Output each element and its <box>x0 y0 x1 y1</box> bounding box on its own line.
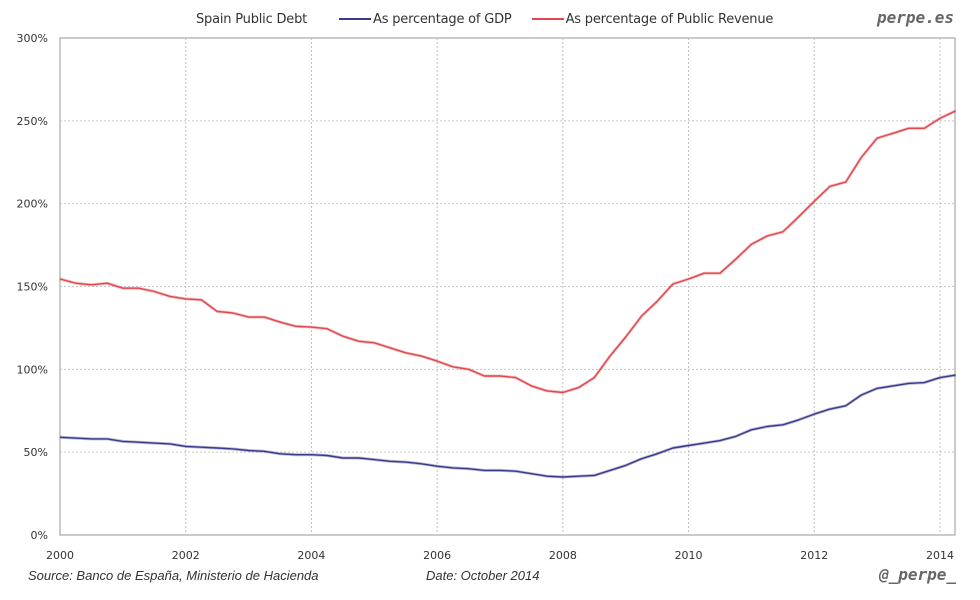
author-handle: @_perpe_ <box>878 565 956 584</box>
x-tick-label: 2006 <box>423 549 451 562</box>
legend: Spain Public Debt As percentage of GDP A… <box>196 10 793 28</box>
x-tick-label: 2000 <box>46 549 74 562</box>
legend-swatch-gdp <box>339 18 372 20</box>
series-lines <box>59 109 957 479</box>
y-tick-label: 100% <box>17 363 48 376</box>
x-tick-label: 2014 <box>926 549 954 562</box>
legend-entry-revenue: As percentage of Public Revenue <box>531 11 774 27</box>
x-tick-label: 2012 <box>800 549 828 562</box>
brand-watermark: perpe.es <box>876 8 954 27</box>
legend-entry-gdp: As percentage of GDP <box>339 12 512 27</box>
y-tick-label: 150% <box>17 281 48 294</box>
y-tick-label: 300% <box>17 32 48 45</box>
gridlines <box>60 38 955 535</box>
series-line-revenue <box>59 110 956 394</box>
x-tick-label: 2008 <box>549 549 577 562</box>
x-tick-label: 2002 <box>172 549 200 562</box>
source-note: Source: Banco de España, Ministerio de H… <box>28 568 319 583</box>
legend-label-gdp: As percentage of GDP <box>373 11 512 27</box>
date-note: Date: October 2014 <box>426 568 540 583</box>
x-axis-ticks: 2000 2002 2004 2006 2008 2010 2012 2014 <box>46 549 954 562</box>
y-tick-label: 250% <box>17 115 48 128</box>
y-tick-label: 0% <box>31 529 48 542</box>
legend-label-revenue: As percentage of Public Revenue <box>565 11 774 27</box>
chart-title: Spain Public Debt <box>196 11 308 27</box>
y-tick-label: 200% <box>17 198 48 211</box>
x-tick-label: 2010 <box>675 549 703 562</box>
legend-swatch-revenue <box>531 18 564 20</box>
y-axis-ticks: 0% 50% 100% 150% 200% 250% 300% <box>17 32 48 542</box>
y-tick-label: 50% <box>24 446 48 459</box>
series-line-gdp <box>59 374 956 478</box>
x-tick-label: 2004 <box>297 549 325 562</box>
